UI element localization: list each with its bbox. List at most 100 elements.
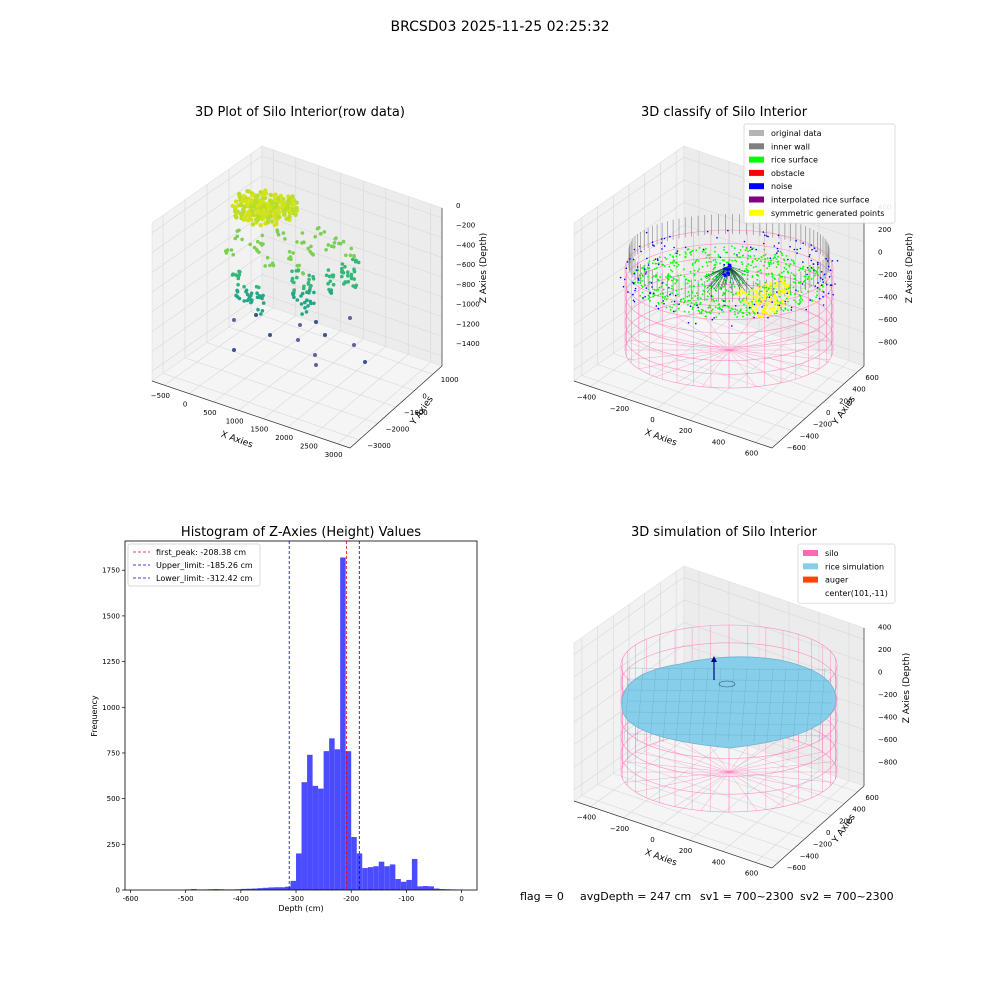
rice-surface-point (734, 259, 737, 262)
noise-point (826, 260, 829, 262)
rice-surface-point (801, 267, 804, 270)
rice-surface-point (764, 281, 767, 284)
raw-point (235, 295, 240, 299)
raw-point (245, 298, 250, 303)
rice-surface-point (701, 293, 704, 296)
raw-point (268, 333, 272, 337)
surface-mesh-line (701, 667, 709, 743)
rice-surface-point (721, 294, 724, 297)
symmetric-point (755, 301, 757, 304)
z-tick-label: −400 (878, 294, 897, 302)
rice-surface-point (745, 306, 748, 309)
rice-surface-point (704, 315, 707, 317)
footer-flag: flag = 0 (520, 890, 564, 903)
rice-surface-point (700, 278, 703, 281)
noise-point (768, 296, 771, 299)
symmetric-point (787, 285, 790, 288)
histogram-bar (345, 751, 352, 890)
symmetric-point (760, 297, 763, 300)
rice-surface-point (676, 293, 679, 296)
raw-point (309, 301, 313, 306)
rice-surface-point (702, 309, 704, 312)
noise-point (676, 252, 678, 255)
rice-surface-point (747, 263, 750, 265)
x-tick-label: 600 (745, 449, 758, 457)
rice-surface-point (768, 262, 770, 264)
silo-floor-wire (676, 316, 730, 351)
rice-surface-point (747, 254, 750, 257)
noise-point (722, 300, 725, 302)
rice-surface-point (789, 290, 792, 293)
raw-point (267, 214, 273, 219)
noise-point (823, 291, 825, 293)
noise-point (810, 266, 813, 269)
raw-point (235, 209, 240, 214)
silo-floor-wire (728, 771, 834, 783)
legend-swatch (749, 196, 764, 203)
rice-surface-point (705, 256, 708, 259)
rice-surface-point (678, 254, 681, 256)
y-tick-label: 0 (422, 393, 426, 401)
rice-surface-point (764, 258, 766, 260)
symmetric-point (762, 314, 764, 317)
surface-mesh-line (728, 265, 733, 275)
rice-surface-point (657, 279, 660, 282)
symmetric-point (785, 285, 788, 288)
y-tick-label: 200 (839, 397, 852, 405)
rice-surface-point (714, 259, 717, 261)
classify-legend: original data inner wall rice surface obsta… (743, 123, 896, 224)
raw-point (291, 203, 296, 208)
rice-surface-point (797, 290, 799, 293)
x-tick-label: -100 (398, 895, 414, 903)
symmetric-point (783, 291, 786, 294)
rice-surface-point (809, 270, 812, 273)
rice-surface-point (647, 266, 649, 269)
raw-point (265, 255, 270, 260)
noise-point (777, 234, 780, 237)
x-tick-label: −400 (577, 814, 596, 822)
y-tick-label: 1250 (102, 658, 120, 666)
raw-point (296, 268, 301, 273)
rice-surface-point (771, 275, 774, 278)
noise-point (790, 309, 793, 311)
legend-frame (797, 543, 896, 604)
raw-point (273, 205, 279, 210)
y-tick-label: −600 (787, 444, 806, 452)
noise-point (663, 303, 665, 305)
rice-surface-point (730, 291, 733, 294)
raw-point (326, 281, 330, 286)
legend-swatch (803, 550, 818, 556)
rice-surface-point (721, 259, 724, 262)
rice-surface-point (665, 298, 668, 301)
noise-point (829, 284, 832, 286)
symmetric-point (745, 293, 748, 295)
raw-point (250, 208, 255, 213)
raw-point (280, 200, 285, 205)
rice-surface-point (701, 265, 704, 268)
rice-surface-point (798, 294, 801, 296)
raw-point (257, 294, 262, 298)
rice-surface-point (749, 313, 751, 315)
histogram-bar (406, 879, 412, 890)
symmetric-point (764, 303, 767, 306)
noise-point (727, 274, 730, 277)
rice-surface-point (745, 265, 748, 268)
y-tick-label: −400 (800, 432, 819, 440)
rice-surface-point (722, 266, 725, 268)
grid-line (261, 234, 443, 298)
rice-surface-point (785, 268, 788, 270)
raw-point (331, 274, 335, 279)
rice-surface-point (767, 288, 770, 291)
noise-point (751, 248, 753, 250)
symmetric-point (786, 298, 789, 301)
surface-mesh-line (688, 667, 696, 743)
rice-surface-point (685, 253, 687, 255)
silo-floor-wire (728, 771, 784, 807)
rice-surface-point (772, 288, 775, 291)
raw-point (225, 248, 230, 252)
rice-surface-point (747, 250, 750, 253)
rice-surface-point (683, 275, 686, 278)
symmetric-point (773, 293, 776, 296)
rice-surface-point (798, 282, 801, 284)
symmetric-point (777, 288, 780, 291)
